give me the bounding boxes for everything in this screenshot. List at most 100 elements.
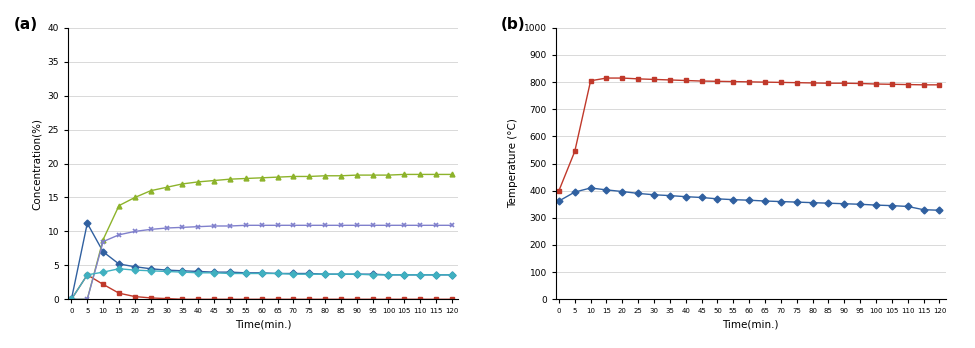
gas temp.: [823, 201, 835, 205]
O2: [161, 296, 173, 301]
gas temp.: [601, 188, 612, 192]
CO: [82, 297, 94, 301]
gas temp.: [743, 198, 755, 202]
H2: [446, 172, 457, 176]
gas temp.: [806, 200, 818, 205]
catal. temp.: [854, 81, 866, 86]
gas temp.: [680, 195, 691, 199]
O2: [65, 297, 77, 301]
gas temp.: [569, 190, 581, 194]
CO: [303, 223, 315, 227]
gas temp.: [664, 193, 676, 198]
H2: [82, 297, 94, 301]
catal. temp.: [823, 81, 835, 85]
O2: [335, 297, 347, 301]
CO2: [145, 269, 157, 273]
CH4: [145, 267, 157, 271]
CO: [161, 226, 173, 230]
catal. temp.: [648, 77, 660, 81]
CO: [240, 223, 252, 227]
O2: [113, 291, 125, 295]
CO2: [414, 273, 426, 277]
CO: [113, 233, 125, 237]
O2: [319, 297, 331, 301]
CH4: [319, 272, 331, 276]
Line: H2: H2: [69, 172, 454, 302]
gas temp.: [760, 199, 771, 203]
O2: [303, 297, 315, 301]
CO2: [399, 273, 410, 277]
H2: [430, 172, 442, 176]
CH4: [335, 272, 347, 276]
gas temp.: [648, 193, 660, 197]
H2: [176, 182, 188, 186]
Text: (a): (a): [14, 17, 38, 32]
CH4: [351, 272, 363, 276]
catal. temp.: [680, 78, 691, 82]
gas temp.: [902, 204, 914, 208]
catal. temp.: [743, 80, 755, 84]
CO: [399, 223, 410, 227]
CH4: [255, 271, 267, 275]
O2: [272, 297, 284, 301]
H2: [255, 176, 267, 180]
CO2: [303, 272, 315, 276]
CO: [255, 223, 267, 227]
CH4: [192, 269, 204, 274]
Text: (b): (b): [501, 17, 526, 32]
CH4: [303, 271, 315, 276]
Y-axis label: Concentration(%): Concentration(%): [32, 118, 42, 209]
CO: [98, 239, 109, 244]
H2: [303, 174, 315, 179]
CO2: [446, 273, 457, 277]
catal. temp.: [838, 81, 850, 85]
CH4: [382, 273, 394, 277]
O2: [192, 297, 204, 301]
CO2: [272, 271, 284, 276]
CO2: [367, 273, 378, 277]
CO: [224, 224, 236, 228]
CO: [335, 223, 347, 227]
CO2: [335, 272, 347, 276]
O2: [288, 297, 299, 301]
H2: [113, 204, 125, 208]
gas temp.: [585, 186, 597, 190]
gas temp.: [553, 199, 565, 203]
catal. temp.: [696, 79, 708, 83]
gas temp.: [791, 200, 802, 204]
CO: [446, 223, 457, 227]
CH4: [113, 262, 125, 266]
O2: [224, 297, 236, 301]
gas temp.: [727, 198, 739, 202]
CO: [65, 297, 77, 301]
CO2: [176, 270, 188, 274]
O2: [145, 296, 157, 300]
X-axis label: Time(min.): Time(min.): [722, 320, 779, 330]
Line: catal. temp.: catal. temp.: [557, 76, 942, 193]
Legend: CH4, O2, H2, CO, CO2: CH4, O2, H2, CO, CO2: [562, 100, 602, 161]
CO: [430, 223, 442, 227]
catal. temp.: [870, 82, 881, 86]
gas temp.: [696, 195, 708, 199]
O2: [240, 297, 252, 301]
CO: [192, 224, 204, 229]
CH4: [446, 273, 457, 277]
H2: [209, 179, 220, 183]
catal. temp.: [712, 79, 723, 84]
O2: [98, 282, 109, 286]
H2: [367, 173, 378, 177]
H2: [129, 195, 140, 199]
catal. temp.: [664, 78, 676, 82]
CO2: [430, 273, 442, 277]
H2: [382, 173, 394, 177]
CH4: [65, 297, 77, 301]
catal. temp.: [633, 77, 644, 81]
CH4: [209, 270, 220, 274]
CH4: [272, 271, 284, 276]
H2: [399, 172, 410, 176]
CH4: [399, 273, 410, 277]
gas temp.: [838, 201, 850, 206]
H2: [65, 297, 77, 301]
O2: [382, 297, 394, 301]
H2: [145, 189, 157, 193]
